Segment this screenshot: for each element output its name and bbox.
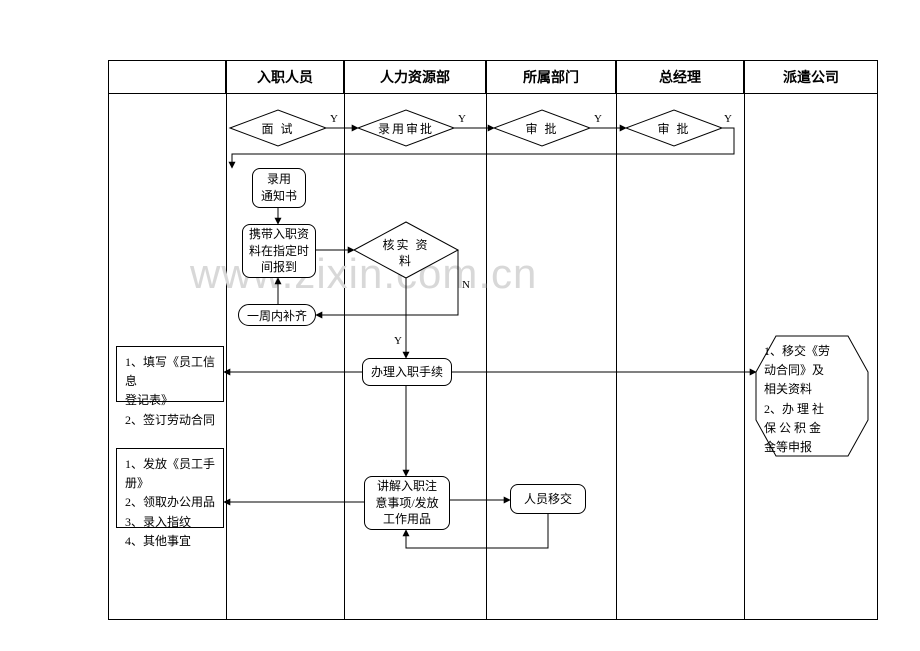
lane-divider — [616, 94, 617, 620]
header-col1 — [108, 60, 226, 94]
header-label: 人力资源部 — [380, 67, 450, 87]
box-text: 人员移交 — [524, 491, 572, 508]
header-label: 入职人员 — [257, 67, 313, 87]
box-text: 办理入职手续 — [371, 364, 443, 381]
header-label: 所属部门 — [523, 67, 579, 87]
box-report-in: 携带入职资料在指定时间报到 — [242, 224, 316, 278]
list-line: 登记表》 — [125, 391, 215, 410]
list-line: 3、录入指纹 — [125, 513, 215, 532]
hex-line: 金等申报 — [764, 438, 860, 457]
header-col2: 入职人员 — [226, 60, 344, 94]
box-onboard-proc: 办理入职手续 — [362, 358, 452, 386]
box-text: 录用通知书 — [261, 171, 297, 205]
header-label: 派遣公司 — [783, 67, 839, 87]
header-label: 总经理 — [659, 67, 701, 87]
hex-line: 动合同》及 — [764, 361, 860, 380]
header-col3: 人力资源部 — [344, 60, 486, 94]
pill-supplement: 一周内补齐 — [238, 304, 316, 326]
list-line: 4、其他事宜 — [125, 532, 215, 551]
list-line: 2、签订劳动合同 — [125, 411, 215, 430]
hex-line: 保 公 积 金 — [764, 419, 860, 438]
box-text: 携带入职资料在指定时间报到 — [249, 226, 309, 276]
header-col4: 所属部门 — [486, 60, 616, 94]
header-col6: 派遣公司 — [744, 60, 878, 94]
hex-text: 1、移交《劳 动合同》及 相关资料 2、办 理 社 保 公 积 金 金等申报 — [764, 342, 860, 457]
list-line: 1、发放《员工手册》 — [125, 455, 215, 493]
box-handover: 人员移交 — [510, 484, 586, 514]
pill-text: 一周内补齐 — [247, 307, 307, 324]
lane-divider — [744, 94, 745, 620]
box-offer-notice: 录用通知书 — [252, 168, 306, 208]
list-line: 1、填写《员工信息 — [125, 353, 215, 391]
list-line: 2、领取办公用品 — [125, 493, 215, 512]
hex-line: 2、办 理 社 — [764, 400, 860, 419]
lane-divider — [344, 94, 345, 620]
list-register: 1、填写《员工信息 登记表》 2、签订劳动合同 — [116, 346, 224, 402]
box-briefing: 讲解入职注意事项/发放工作用品 — [364, 476, 450, 530]
lane-divider — [486, 94, 487, 620]
hex-line: 相关资料 — [764, 380, 860, 399]
lane-divider — [226, 94, 227, 620]
box-text: 讲解入职注意事项/发放工作用品 — [375, 478, 438, 528]
header-col5: 总经理 — [616, 60, 744, 94]
diagram-frame — [108, 60, 878, 620]
list-supplies: 1、发放《员工手册》 2、领取办公用品 3、录入指纹 4、其他事宜 — [116, 448, 224, 528]
hex-line: 1、移交《劳 — [764, 342, 860, 361]
